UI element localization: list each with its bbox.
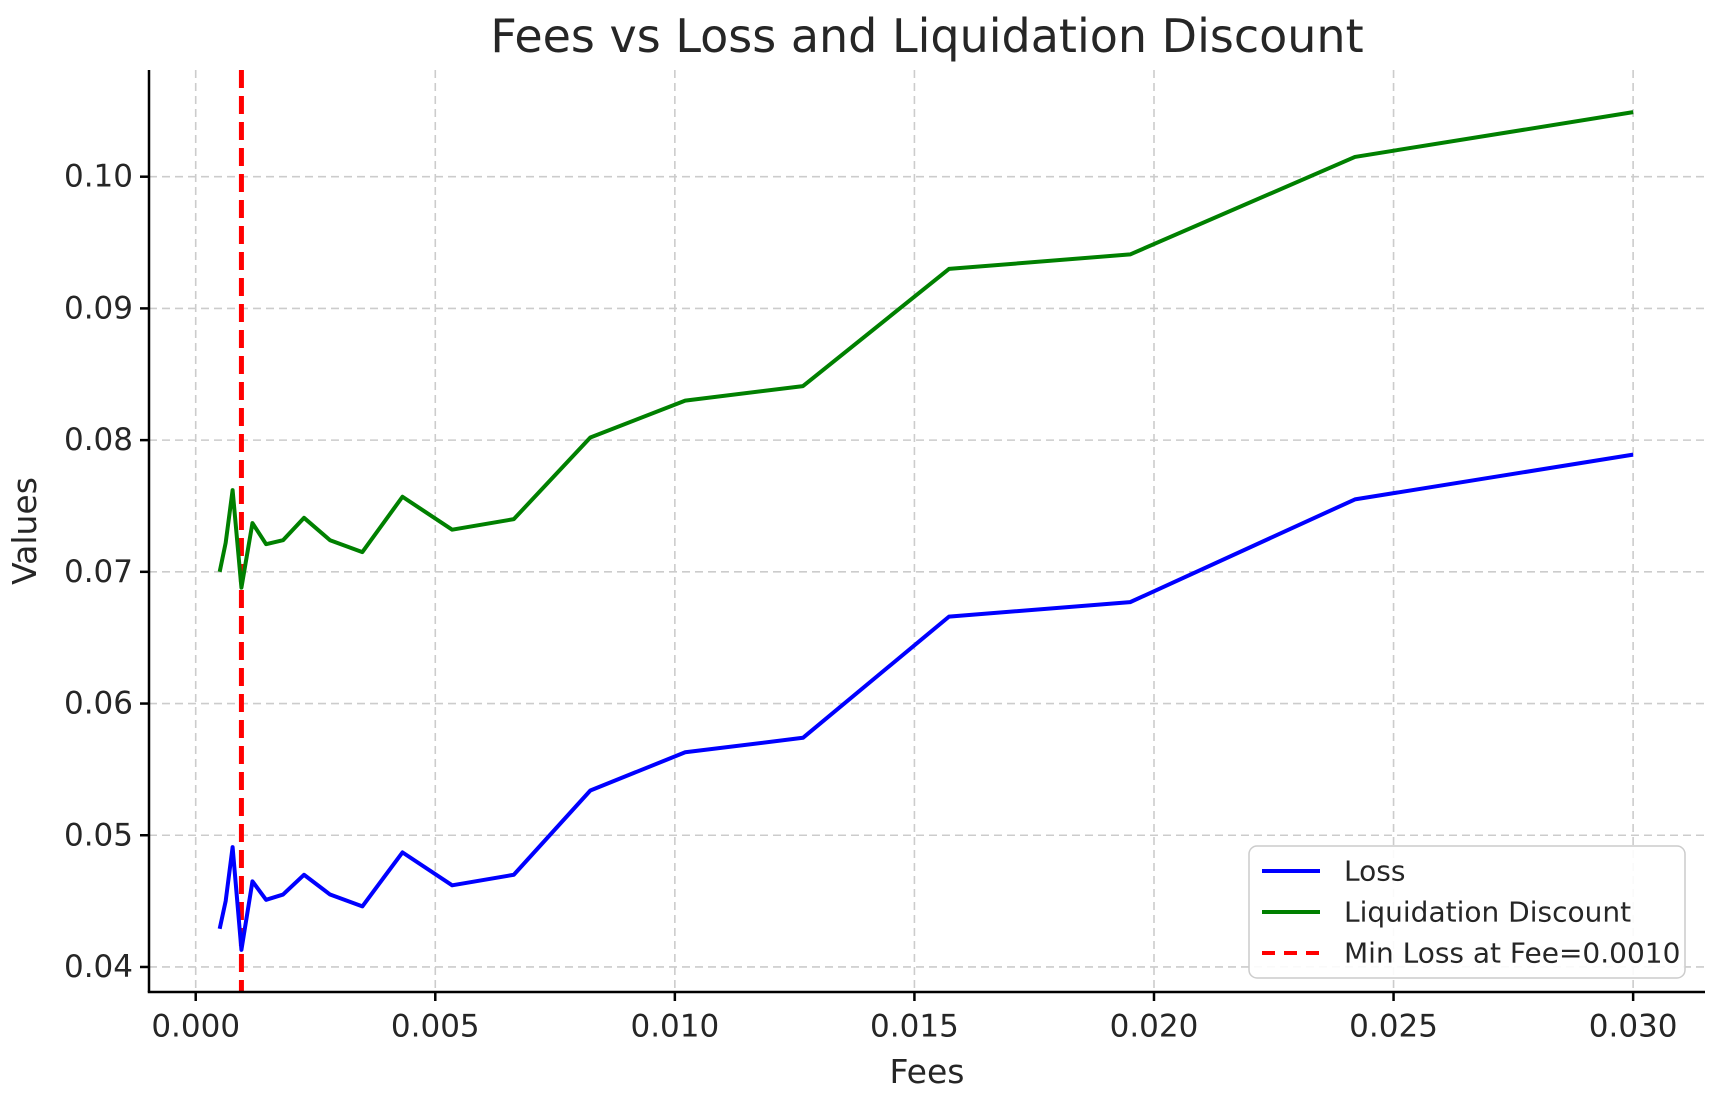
legend-frame (1248, 845, 1686, 979)
legend: Loss Liquidation Discount Min Loss at Fe… (1248, 845, 1686, 979)
y-tick-label: 0.09 (64, 290, 133, 326)
x-tick-label: 0.005 (391, 1008, 480, 1044)
x-tick-label: 0.030 (1589, 1008, 1678, 1044)
x-tick-label: 0.010 (630, 1008, 719, 1044)
x-tick-labels: 0.000 0.005 0.010 0.015 0.020 0.025 0.030 (151, 1008, 1677, 1044)
y-tick-labels: 0.04 0.05 0.06 0.07 0.08 0.09 0.10 (64, 159, 133, 985)
chart-title: Fees vs Loss and Liquidation Discount (490, 9, 1363, 63)
legend-liquidation-discount-label: Liquidation Discount (1344, 896, 1631, 929)
gridlines (149, 70, 1705, 992)
y-tick-label: 0.07 (64, 554, 133, 590)
axis-ticks (140, 175, 1635, 1001)
x-tick-label: 0.025 (1349, 1008, 1438, 1044)
loss-line (217, 452, 1634, 952)
x-tick-label: 0.020 (1110, 1008, 1199, 1044)
x-tick-label: 0.000 (151, 1008, 240, 1044)
x-tick-label: 0.015 (870, 1008, 959, 1044)
x-axis-label: Fees (890, 1052, 965, 1091)
legend-loss-label: Loss (1344, 855, 1405, 888)
y-tick-label: 0.10 (64, 159, 133, 195)
y-tick-label: 0.04 (64, 949, 133, 985)
liquidation-discount-line (217, 110, 1634, 590)
y-axis-label: Values (5, 477, 44, 585)
y-tick-label: 0.05 (64, 817, 133, 853)
legend-min-loss-label: Min Loss at Fee=0.0010 (1344, 937, 1680, 970)
y-tick-label: 0.06 (64, 686, 133, 722)
y-tick-label: 0.08 (64, 422, 133, 458)
